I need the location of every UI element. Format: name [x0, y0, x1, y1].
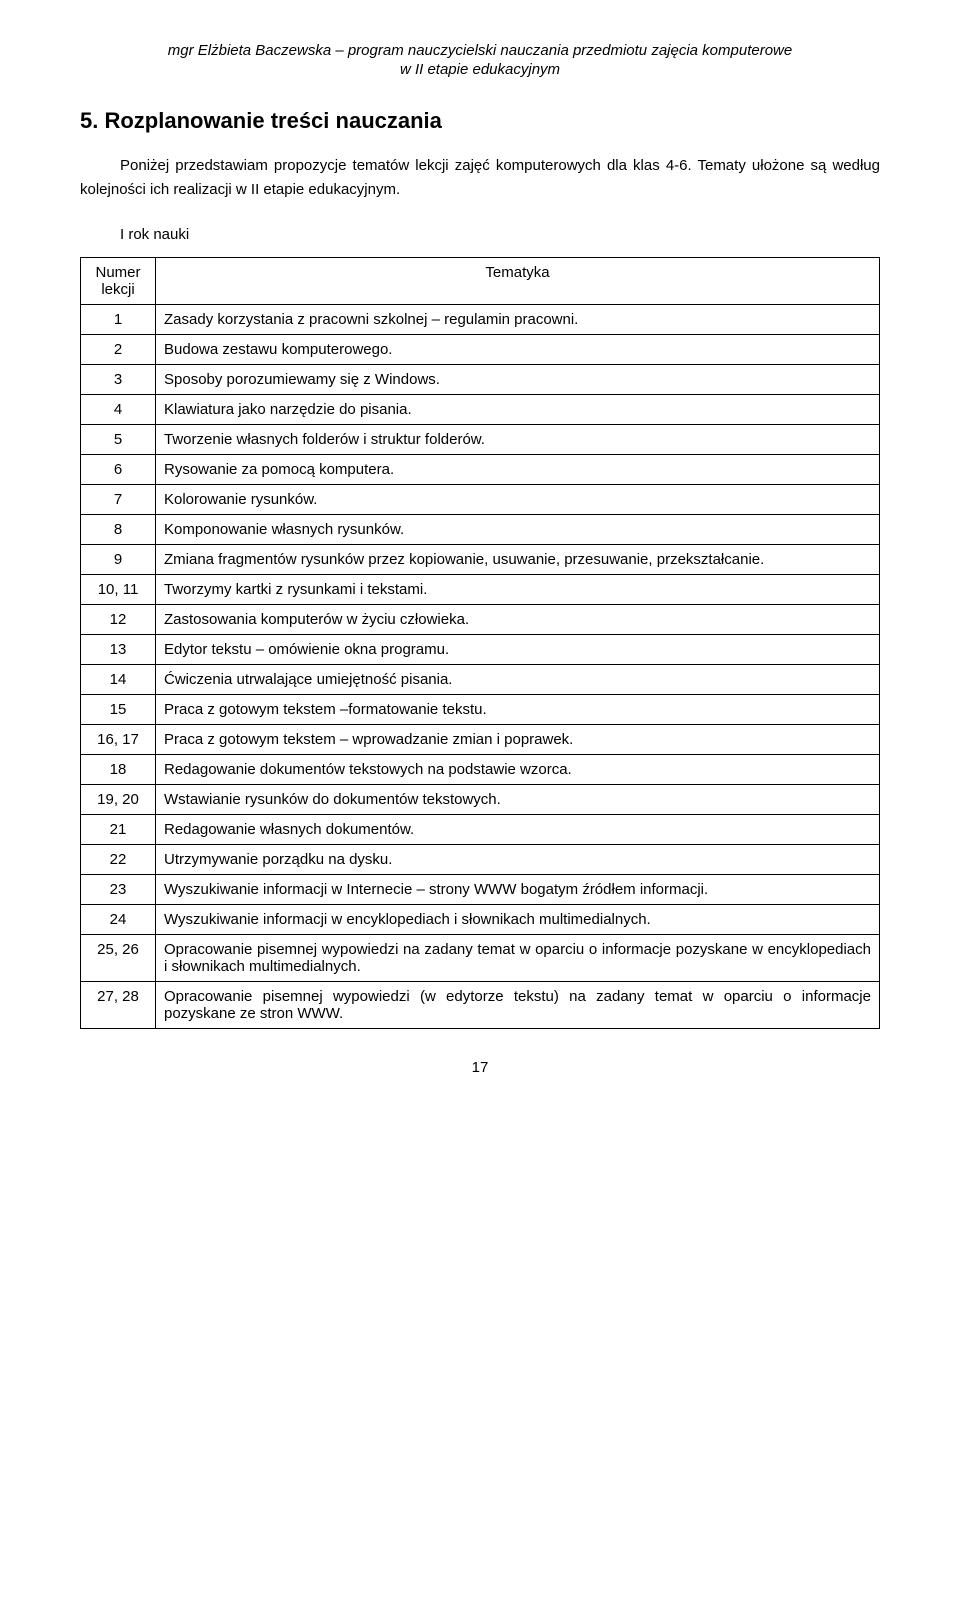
lesson-number-cell: 22 [81, 845, 156, 875]
lesson-topic-cell: Kolorowanie rysunków. [156, 485, 880, 515]
lesson-topic-cell: Utrzymywanie porządku na dysku. [156, 845, 880, 875]
section-title: 5. Rozplanowanie treści nauczania [80, 108, 880, 134]
lesson-topic-cell: Budowa zestawu komputerowego. [156, 335, 880, 365]
table-header-row: Numer lekcji Tematyka [81, 258, 880, 305]
intro-paragraph: Poniżej przedstawiam propozycje tematów … [80, 154, 880, 202]
lesson-number-cell: 8 [81, 515, 156, 545]
table-row: 21Redagowanie własnych dokumentów. [81, 815, 880, 845]
lesson-number-cell: 13 [81, 635, 156, 665]
lesson-number-cell: 9 [81, 545, 156, 575]
table-row: 1Zasady korzystania z pracowni szkolnej … [81, 305, 880, 335]
lesson-topic-cell: Klawiatura jako narzędzie do pisania. [156, 395, 880, 425]
lesson-number-cell: 2 [81, 335, 156, 365]
page-number: 17 [80, 1059, 880, 1076]
header-line-1: mgr Elżbieta Baczewska – program nauczyc… [80, 40, 880, 61]
lesson-number-cell: 25, 26 [81, 935, 156, 982]
table-row: 18Redagowanie dokumentów tekstowych na p… [81, 755, 880, 785]
lesson-topic-cell: Rysowanie za pomocą komputera. [156, 455, 880, 485]
lesson-topic-cell: Tworzenie własnych folderów i struktur f… [156, 425, 880, 455]
table-row: 4Klawiatura jako narzędzie do pisania. [81, 395, 880, 425]
table-row: 7Kolorowanie rysunków. [81, 485, 880, 515]
lesson-number-cell: 6 [81, 455, 156, 485]
lesson-topic-cell: Wyszukiwanie informacji w Internecie – s… [156, 875, 880, 905]
lesson-topic-cell: Ćwiczenia utrwalające umiejętność pisani… [156, 665, 880, 695]
table-row: 12Zastosowania komputerów w życiu człowi… [81, 605, 880, 635]
lesson-number-cell: 23 [81, 875, 156, 905]
lesson-topic-cell: Redagowanie dokumentów tekstowych na pod… [156, 755, 880, 785]
year-label: I rok nauki [120, 226, 880, 243]
lesson-number-cell: 24 [81, 905, 156, 935]
table-row: 14Ćwiczenia utrwalające umiejętność pisa… [81, 665, 880, 695]
lesson-number-cell: 16, 17 [81, 725, 156, 755]
table-row: 16, 17Praca z gotowym tekstem – wprowadz… [81, 725, 880, 755]
lesson-topic-cell: Redagowanie własnych dokumentów. [156, 815, 880, 845]
lesson-topic-cell: Praca z gotowym tekstem – wprowadzanie z… [156, 725, 880, 755]
table-row: 25, 26Opracowanie pisemnej wypowiedzi na… [81, 935, 880, 982]
table-row: 2Budowa zestawu komputerowego. [81, 335, 880, 365]
lesson-topic-cell: Tworzymy kartki z rysunkami i tekstami. [156, 575, 880, 605]
table-row: 10, 11Tworzymy kartki z rysunkami i teks… [81, 575, 880, 605]
table-row: 19, 20Wstawianie rysunków do dokumentów … [81, 785, 880, 815]
table-row: 13Edytor tekstu – omówienie okna program… [81, 635, 880, 665]
lesson-topic-cell: Wyszukiwanie informacji w encyklopediach… [156, 905, 880, 935]
lesson-topic-cell: Zmiana fragmentów rysunków przez kopiowa… [156, 545, 880, 575]
lesson-number-cell: 27, 28 [81, 982, 156, 1029]
lesson-topic-cell: Zasady korzystania z pracowni szkolnej –… [156, 305, 880, 335]
lesson-topic-cell: Wstawianie rysunków do dokumentów teksto… [156, 785, 880, 815]
table-row: 3Sposoby porozumiewamy się z Windows. [81, 365, 880, 395]
lesson-topic-cell: Komponowanie własnych rysunków. [156, 515, 880, 545]
header-line-2: w II etapie edukacyjnym [80, 61, 880, 78]
lesson-number-cell: 12 [81, 605, 156, 635]
lesson-number-cell: 21 [81, 815, 156, 845]
lesson-topic-cell: Opracowanie pisemnej wypowiedzi (w edyto… [156, 982, 880, 1029]
lesson-number-cell: 18 [81, 755, 156, 785]
lesson-number-cell: 19, 20 [81, 785, 156, 815]
table-row: 24Wyszukiwanie informacji w encyklopedia… [81, 905, 880, 935]
lesson-number-cell: 5 [81, 425, 156, 455]
lesson-topic-cell: Praca z gotowym tekstem –formatowanie te… [156, 695, 880, 725]
lesson-number-cell: 14 [81, 665, 156, 695]
lesson-number-cell: 4 [81, 395, 156, 425]
lesson-number-cell: 7 [81, 485, 156, 515]
lessons-table: Numer lekcji Tematyka 1Zasady korzystani… [80, 257, 880, 1029]
lesson-topic-cell: Opracowanie pisemnej wypowiedzi na zadan… [156, 935, 880, 982]
table-row: 22Utrzymywanie porządku na dysku. [81, 845, 880, 875]
table-row: 5Tworzenie własnych folderów i struktur … [81, 425, 880, 455]
table-row: 8Komponowanie własnych rysunków. [81, 515, 880, 545]
col-header-topic: Tematyka [156, 258, 880, 305]
lesson-number-cell: 3 [81, 365, 156, 395]
lesson-number-cell: 10, 11 [81, 575, 156, 605]
lesson-topic-cell: Sposoby porozumiewamy się z Windows. [156, 365, 880, 395]
lesson-topic-cell: Edytor tekstu – omówienie okna programu. [156, 635, 880, 665]
lesson-number-cell: 15 [81, 695, 156, 725]
table-row: 9Zmiana fragmentów rysunków przez kopiow… [81, 545, 880, 575]
table-row: 23Wyszukiwanie informacji w Internecie –… [81, 875, 880, 905]
lesson-number-cell: 1 [81, 305, 156, 335]
col-header-number: Numer lekcji [81, 258, 156, 305]
table-row: 15Praca z gotowym tekstem –formatowanie … [81, 695, 880, 725]
lesson-topic-cell: Zastosowania komputerów w życiu człowiek… [156, 605, 880, 635]
table-row: 27, 28Opracowanie pisemnej wypowiedzi (w… [81, 982, 880, 1029]
table-row: 6Rysowanie za pomocą komputera. [81, 455, 880, 485]
